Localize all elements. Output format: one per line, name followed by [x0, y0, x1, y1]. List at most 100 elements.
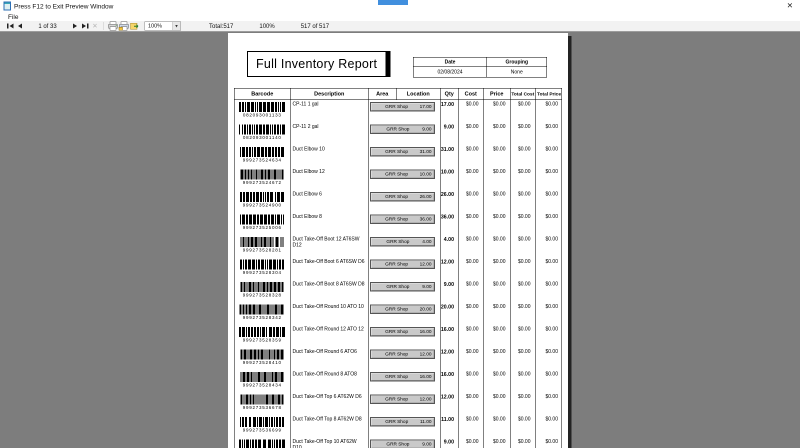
- item-price: $0.00: [484, 190, 511, 213]
- barcode-image: [238, 304, 286, 315]
- barcode-number: 999273528304: [242, 270, 282, 275]
- item-total-price: $0.00: [545, 416, 558, 423]
- item-total-cost: $0.00: [511, 370, 536, 393]
- column-header-location: Location: [397, 88, 441, 100]
- location-name: GRR Shop: [385, 374, 409, 380]
- stop-button[interactable]: ✕: [90, 22, 100, 31]
- next-page-icon: [73, 23, 77, 29]
- last-page-icon: [81, 23, 86, 29]
- barcode-image: [238, 282, 286, 292]
- item-total-cost: $0.00: [511, 257, 536, 280]
- column-header-area: Area: [369, 88, 397, 100]
- barcode-number: 999273528434: [242, 382, 282, 388]
- barcode-image: [238, 102, 286, 112]
- location-qty: 36.00: [419, 216, 432, 223]
- item-description: Duct Elbow 10: [291, 145, 369, 168]
- location-chip: GRR Shop 12.00: [370, 349, 435, 359]
- export-button[interactable]: [130, 22, 141, 31]
- last-page-button[interactable]: [80, 22, 90, 31]
- item-qty: 12.00: [441, 257, 459, 280]
- table-row: 999273536699 Duct Take-Off Top 8 AT62W D…: [235, 415, 562, 438]
- barcode-image: [238, 237, 286, 247]
- location-qty: 10.00: [419, 171, 432, 178]
- item-qty: 20.00: [441, 302, 459, 325]
- location-qty: 9.00: [422, 441, 432, 448]
- item-total-price: $0.00: [545, 236, 558, 243]
- chevron-down-icon[interactable]: ▾: [172, 22, 181, 30]
- location-name: GRR Shop: [386, 239, 410, 245]
- zoom-combobox[interactable]: 100% ▾: [144, 21, 181, 31]
- barcode-number: 999273528328: [242, 292, 282, 298]
- item-description: Duct Take-Off Boot 6 AT6SW D6: [291, 257, 369, 280]
- location-qty: 11.00: [419, 419, 432, 425]
- table-row: 999273524634 Duct Elbow 10 GRR Shop 31.0…: [235, 145, 562, 168]
- barcode-image: [238, 327, 286, 337]
- item-total-price: $0.00: [545, 124, 558, 130]
- next-page-button[interactable]: [70, 22, 80, 31]
- column-header-price: Price: [484, 88, 511, 100]
- toolbar: 1 of 33 ✕: [0, 21, 800, 31]
- table-row: 999273528342 Duct Take-Off Round 10 ATO …: [235, 302, 562, 325]
- barcode-number: 999273528281: [242, 247, 282, 253]
- zoom-percent-label: 100%: [259, 22, 275, 30]
- item-total-price: $0.00: [545, 394, 558, 400]
- item-price: $0.00: [484, 167, 511, 190]
- item-cost: $0.00: [459, 145, 484, 168]
- item-cost: $0.00: [459, 280, 484, 303]
- toolbar-divider: [0, 31, 800, 32]
- close-button[interactable]: ✕: [786, 1, 793, 11]
- column-header-barcode: Barcode: [235, 88, 291, 100]
- window-title: Press F12 to Exit Preview Window: [14, 2, 114, 10]
- item-qty: 9.00: [441, 122, 459, 145]
- location-qty: 4.00: [422, 239, 432, 245]
- item-total-cost: $0.00: [511, 167, 536, 190]
- item-description: Duct Elbow 12: [291, 167, 369, 190]
- location-name: GRR Shop: [386, 284, 410, 290]
- item-cost: $0.00: [459, 122, 484, 145]
- location-qty: 26.00: [419, 194, 432, 200]
- table-row: 999273525006 Duct Elbow 8 GRR Shop 36.00…: [235, 212, 562, 235]
- barcode-image: [238, 394, 286, 405]
- location-name: GRR Shop: [385, 351, 409, 358]
- menu-file[interactable]: File: [8, 12, 19, 21]
- location-chip: GRR Shop 4.00: [370, 237, 435, 247]
- prev-page-button[interactable]: [15, 22, 25, 31]
- item-qty: 11.00: [441, 415, 459, 438]
- item-description: Duct Take-Off Top 8 AT62W D8: [291, 415, 369, 438]
- item-cost: $0.00: [459, 167, 484, 190]
- item-total-price: $0.00: [545, 259, 558, 265]
- location-name: GRR Shop: [385, 216, 409, 223]
- location-qty: 16.00: [419, 374, 432, 380]
- location-name: GRR Shop: [385, 261, 409, 268]
- location-qty: 20.00: [419, 306, 432, 313]
- location-chip: GRR Shop 17.00: [370, 102, 435, 112]
- preview-area[interactable]: Full Inventory Report Date Grouping 02/0…: [0, 32, 800, 448]
- table-row: 082093001140 CP-11 2 gal GRR Shop 9.00 9…: [235, 122, 562, 145]
- item-total-cost: $0.00: [511, 347, 536, 370]
- print-setup-button[interactable]: [118, 21, 130, 31]
- printer-icon: [108, 21, 118, 31]
- barcode-image: [238, 259, 286, 270]
- print-button[interactable]: [108, 21, 119, 31]
- item-description: Duct Elbow 8: [291, 212, 369, 235]
- item-total-price: $0.00: [545, 371, 558, 378]
- table-row: 999273524672 Duct Elbow 12 GRR Shop 10.0…: [235, 167, 562, 190]
- location-name: GRR Shop: [385, 419, 409, 425]
- first-page-button[interactable]: [5, 22, 15, 31]
- barcode-number: 082093001133: [242, 112, 282, 118]
- location-name: GRR Shop: [386, 441, 410, 448]
- menu-bar: File: [0, 12, 800, 21]
- item-cost: $0.00: [459, 325, 484, 348]
- item-total-price: $0.00: [545, 101, 558, 108]
- location-name: GRR Shop: [386, 126, 410, 133]
- total-label: Total:517: [209, 22, 234, 30]
- table-row: 999273528410 Duct Take-Off Round 6 ATO6 …: [235, 347, 562, 370]
- table-row: 082093001133 CP-11 1 gal GRR Shop 17.00 …: [235, 100, 562, 123]
- location-name: GRR Shop: [385, 171, 409, 178]
- barcode-image: [238, 439, 286, 448]
- item-description: Duct Take-Off Boot 12 AT6SW D12: [291, 235, 369, 258]
- item-total-price: $0.00: [545, 281, 558, 288]
- item-price: $0.00: [484, 325, 511, 348]
- barcode-image: [238, 417, 286, 427]
- item-qty: 12.00: [441, 347, 459, 370]
